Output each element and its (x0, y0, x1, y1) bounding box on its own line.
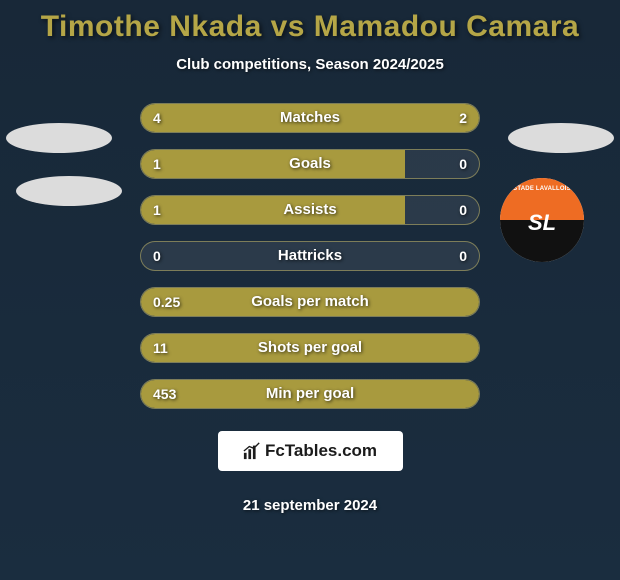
player-right-ellipse-icon (508, 123, 614, 153)
stat-row: Goals1 0 (140, 149, 480, 179)
subtitle: Club competitions, Season 2024/2025 (0, 56, 620, 73)
stat-row: Goals per match0.25 (140, 287, 480, 317)
stat-label: Shots per goal (141, 334, 479, 362)
stat-value-left: 1 (153, 196, 161, 224)
stat-row: Min per goal453 (140, 379, 480, 409)
player-left-ellipse-icon (16, 176, 122, 206)
stat-label: Goals (141, 150, 479, 178)
stat-label: Hattricks (141, 242, 479, 270)
stat-row: Shots per goal11 (140, 333, 480, 363)
stat-value-left: 453 (153, 380, 176, 408)
stat-value-right: 2 (459, 104, 467, 132)
page-title: Timothe Nkada vs Mamadou Camara (0, 0, 620, 44)
player-left-ellipse-icon (6, 123, 112, 153)
date-label: 21 september 2024 (0, 497, 620, 514)
stat-label: Matches (141, 104, 479, 132)
stat-value-right: 0 (459, 242, 467, 270)
stat-value-left: 4 (153, 104, 161, 132)
stat-value-left: 0.25 (153, 288, 180, 316)
stat-row: Matches4 2 (140, 103, 480, 133)
stat-label: Goals per match (141, 288, 479, 316)
stat-value-left: 1 (153, 150, 161, 178)
chart-icon (243, 442, 261, 460)
stat-label: Assists (141, 196, 479, 224)
club-badge-big-text: SL (500, 210, 584, 236)
club-badge-small-text: STADE LAVALLOIS (500, 186, 584, 192)
stat-value-right: 0 (459, 196, 467, 224)
fctables-badge: FcTables.com (218, 431, 403, 471)
stat-value-left: 0 (153, 242, 161, 270)
stat-label: Min per goal (141, 380, 479, 408)
stat-row: Hattricks0 0 (140, 241, 480, 271)
stat-value-right: 0 (459, 150, 467, 178)
club-badge-icon: STADE LAVALLOIS SL (500, 178, 584, 262)
stat-value-left: 11 (153, 334, 168, 362)
stat-row: Assists1 0 (140, 195, 480, 225)
fctables-label: FcTables.com (265, 441, 377, 461)
